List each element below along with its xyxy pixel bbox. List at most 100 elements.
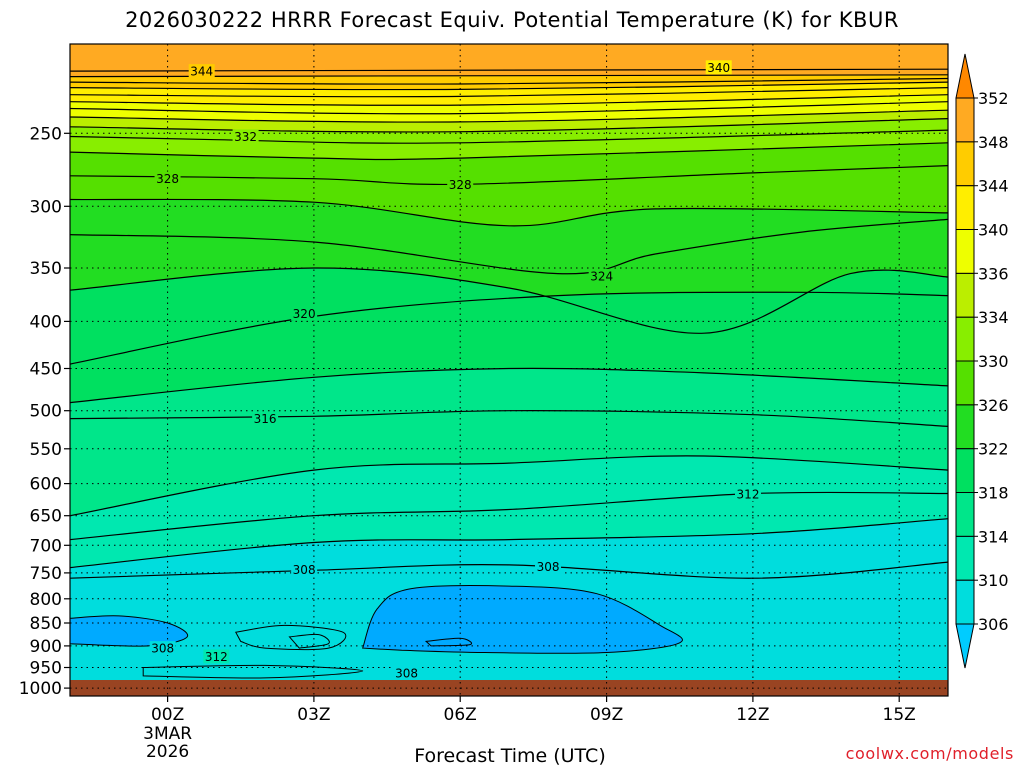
colorbar-extend-min [955, 623, 975, 669]
contour-label: 332 [234, 130, 257, 144]
x-tick-label: 09Z [590, 705, 623, 725]
contour-label-bg [393, 665, 420, 680]
isoline-338 [70, 101, 948, 115]
isoline-342 [70, 87, 948, 98]
isoline-332 [70, 129, 948, 144]
y-tick-label: 700 [30, 536, 62, 556]
contour-label-bg [252, 411, 279, 426]
plot-background [70, 44, 948, 696]
isoline-346 [70, 77, 948, 85]
colorbar-swatch [955, 141, 975, 187]
colorbar-swatch [955, 535, 975, 581]
colorbar-label: 306 [978, 615, 1009, 634]
contour-label: 308 [537, 560, 560, 574]
y-tick-label: 600 [30, 475, 62, 495]
colorbar: 306 310 314 318 322 326 330 334 336 340 344 348 352 [955, 53, 1009, 669]
y-tick-label: 950 [30, 659, 62, 679]
y-tick-label: 850 [30, 614, 62, 634]
isoline-312 [70, 491, 948, 541]
contour-label: 340 [707, 61, 730, 75]
y-tick-label: 900 [30, 637, 62, 657]
y-tick-label: 350 [30, 259, 62, 279]
y-tick-label: 450 [30, 360, 62, 380]
x-tick-label: 06Z [444, 705, 477, 725]
isoline-340 [70, 94, 948, 106]
x-tick-sublabel: 3MAR [143, 724, 192, 744]
contour-label: 308 [293, 563, 316, 577]
contour-loop [142, 664, 364, 679]
colorbar-label: 334 [978, 308, 1009, 327]
isoline-layer [70, 68, 948, 579]
x-tick-label: 15Z [883, 705, 916, 725]
x-axis-label: Forecast Time (UTC) [414, 745, 606, 767]
isoline-344 [70, 81, 948, 91]
chart-title: 2026030222 HRRR Forecast Equiv. Potentia… [125, 8, 899, 32]
contour-label-bg [232, 129, 259, 144]
colorbar-swatch [955, 316, 975, 362]
contour-label-bg [203, 649, 230, 664]
contour-loop [424, 637, 473, 647]
contour-label-layer: 344 340 332 328 328 324 320 316 312 308 308 308 312 3… [149, 60, 762, 680]
contour-label-bg [291, 306, 318, 321]
colorbar-label: 348 [978, 133, 1009, 152]
colorbar-label: 314 [978, 527, 1009, 546]
colorbar-label: 344 [978, 177, 1009, 196]
y-tick-label: 650 [30, 507, 62, 527]
x-tick-sublabel: 2026 [146, 742, 189, 762]
isoline-348 [70, 74, 948, 78]
isoline-318 [70, 367, 948, 404]
isoline-314 [70, 455, 948, 517]
isoline-316 [70, 410, 948, 427]
isoline-310 [70, 518, 948, 569]
y-tick-label: 1000 [19, 679, 62, 699]
contour-label-bg [149, 641, 176, 656]
colorbar-label: 322 [978, 440, 1009, 459]
colorbar-swatch [955, 579, 975, 625]
contour-label: 344 [190, 65, 213, 79]
colorbar-swatch [955, 272, 975, 318]
low-theta-pocket [361, 585, 683, 654]
isoline-322 [70, 267, 948, 334]
y-tick-label: 550 [30, 440, 62, 460]
isoline-330 [70, 142, 948, 161]
contour-label-bg [447, 177, 474, 192]
isoline-336 [70, 109, 948, 123]
isoline-326 [70, 198, 948, 227]
contour-label-bg [291, 562, 318, 577]
y-tick-label: 300 [30, 197, 62, 217]
colorbar-extend-max [955, 53, 975, 99]
isoline-334 [70, 118, 948, 133]
contour-label: 312 [205, 650, 228, 664]
credit-text: coolwx.com/models [845, 744, 1014, 763]
contour-label-bg [705, 60, 732, 75]
colorbar-label: 326 [978, 396, 1009, 415]
y-tick-label: 250 [30, 124, 62, 144]
contour-label: 324 [590, 269, 613, 283]
colorbar-swatch [955, 404, 975, 450]
colorbar-label: 336 [978, 264, 1009, 283]
contour-label: 312 [737, 488, 760, 502]
colorbar-label: 318 [978, 484, 1009, 503]
contour-label: 328 [449, 178, 472, 192]
y-tick-label: 400 [30, 312, 62, 332]
contour-loop [235, 624, 347, 651]
plot-frame [69, 43, 949, 697]
terrain-fill [70, 680, 948, 696]
contour-label: 328 [156, 172, 179, 186]
colorbar-label: 352 [978, 89, 1009, 108]
gridline-layer [70, 44, 948, 696]
contour-label-bg [735, 487, 762, 502]
contour-label: 308 [151, 642, 174, 656]
contour-label: 320 [293, 307, 316, 321]
contour-label: 308 [395, 666, 418, 680]
contour-label: 316 [254, 412, 277, 426]
terrain-block [70, 680, 948, 696]
contour-label-bg [535, 559, 562, 574]
y-tick-label: 750 [30, 564, 62, 584]
colorbar-swatch [955, 97, 975, 143]
x-tick-label: 12Z [736, 705, 769, 725]
colorbar-swatch [955, 448, 975, 494]
isoline-320 [70, 291, 948, 365]
